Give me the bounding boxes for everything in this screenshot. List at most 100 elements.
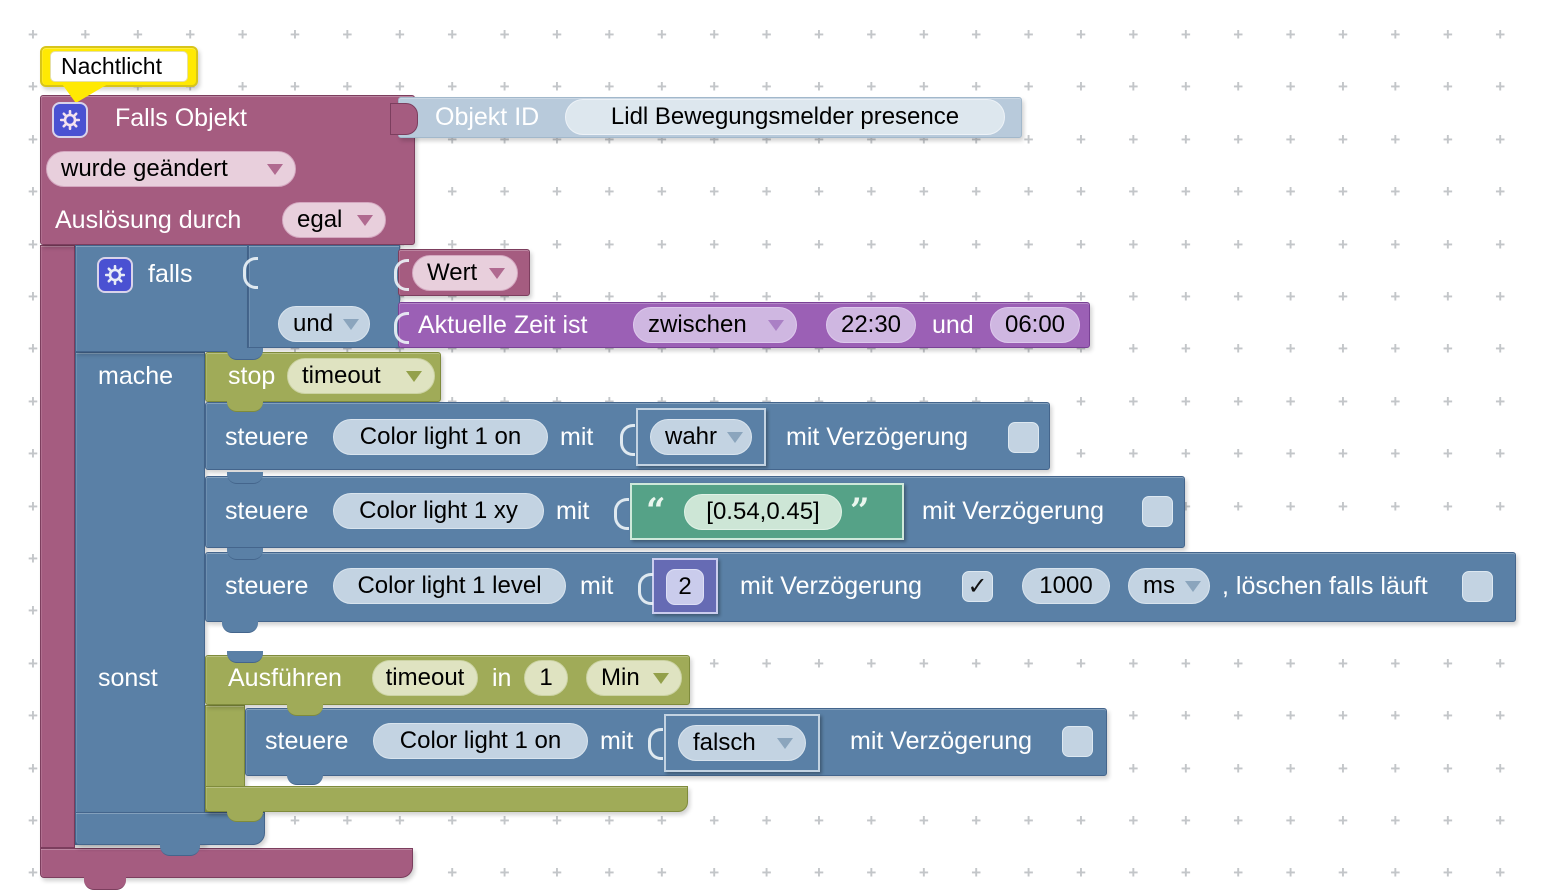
oid-value: Color light 1 xy [359,497,518,524]
delay-checkbox[interactable] [1062,726,1093,757]
control-verb-label: steuere [225,423,309,451]
object-id-label: Objekt ID [435,103,540,131]
trigger-block-title: Falls Objekt [115,104,247,132]
stop-label: stop [228,362,276,390]
bool-value-block[interactable]: falsch [664,714,820,772]
number-field[interactable]: 2 [666,569,704,605]
statement-connector [160,843,200,856]
statement-connector [227,548,263,560]
change-mode-value: wurde geändert [61,155,228,182]
exec-delay-value: 1 [539,664,553,691]
change-mode-dropdown[interactable]: wurde geändert [46,151,296,187]
gear-icon [105,265,125,285]
trigger-block-left-spine [40,245,75,848]
stop-name-value: timeout [302,362,381,389]
delay-label: mit Verzögerung [850,727,1033,755]
delay-label: mit Verzögerung [740,572,923,600]
with-label: mit [556,497,590,525]
statement-connector [222,620,258,633]
time-from-field[interactable]: 22:30 [826,307,916,343]
if-mutator-gear-icon[interactable] [97,257,133,293]
trigger-value: Wert [427,259,478,286]
bool-value-block[interactable]: wahr [636,408,766,466]
trigger-block-next-connector [84,876,126,890]
oid-value: Color light 1 level [357,572,542,599]
logic-op-value: und [293,310,334,337]
control-verb-label: steuere [225,497,309,525]
time-condition-label: Aktuelle Zeit ist [418,311,588,339]
delay-ms-value: 1000 [1039,572,1093,599]
with-label: mit [580,572,614,600]
chevron-down-icon [768,319,784,331]
exec-in-label: in [492,664,512,692]
bool-value: wahr [665,423,718,450]
string-field[interactable]: [0.54,0.45] [684,494,842,530]
with-label: mit [600,727,634,755]
statement-connector [227,348,263,360]
number-value-block[interactable]: 2 [652,558,718,614]
control-level-oid-field[interactable]: Color light 1 level [333,568,566,604]
delay-checkbox-checked[interactable]: ✓ [962,571,993,602]
trigger-mutator-gear-icon[interactable] [52,102,88,138]
input-socket [614,498,629,530]
time-mode-dropdown[interactable]: zwischen [633,307,797,343]
time-to-field[interactable]: 06:00 [990,307,1080,343]
comment-text-field[interactable]: Nachtlicht [50,51,188,82]
exec-unit-dropdown[interactable]: Min [586,660,682,696]
delay-label: mit Verzögerung [786,423,969,451]
exec-block-bottom-bar [205,786,688,812]
delay-checkbox[interactable] [1142,496,1173,527]
exec-unit-value: Min [601,664,640,691]
bool-dropdown[interactable]: falsch [678,725,806,761]
chevron-down-icon [653,672,669,684]
delay-unit-dropdown[interactable]: ms [1128,568,1210,604]
chevron-down-icon [267,163,283,175]
time-and-label: und [932,311,974,339]
clear-running-checkbox[interactable] [1462,571,1493,602]
delay-ms-field[interactable]: 1000 [1022,568,1110,604]
string-value-block[interactable]: “ [0.54,0.45] ” [630,483,904,540]
delay-checkbox[interactable] [1008,422,1039,453]
time-mode-value: zwischen [648,311,747,338]
value-connector-tab [390,103,418,135]
do-label: mache [98,362,174,390]
exec-name-field[interactable]: timeout [372,660,478,696]
input-socket [394,259,409,291]
chevron-down-icon [406,370,422,382]
control-xy-oid-field[interactable]: Color light 1 xy [333,493,544,529]
delay-unit-value: ms [1143,572,1175,599]
check-icon: ✓ [967,573,988,600]
trigger-block-bottom-bar [40,848,413,878]
trigger-by-dropdown[interactable]: egal [282,202,386,238]
chevron-down-icon [1185,580,1201,592]
statement-connector [227,472,263,484]
logic-op-dropdown[interactable]: und [278,306,370,342]
close-quote-icon: ” [850,491,870,531]
chevron-down-icon [357,214,373,226]
control-on-oid-field[interactable]: Color light 1 on [333,419,548,455]
statement-connector [227,810,263,822]
time-to-value: 06:00 [1004,311,1066,338]
oid-value: Color light 1 on [359,423,522,450]
statement-connector [287,774,323,785]
open-quote-icon: “ [646,491,666,531]
trigger-value-dropdown[interactable]: Wert [412,255,518,291]
stop-name-dropdown[interactable]: timeout [287,358,435,394]
control-off-oid-field[interactable]: Color light 1 on [373,723,588,759]
object-id-field[interactable]: Lidl Bewegungsmelder presence [565,99,1005,135]
number-value: 2 [678,573,692,600]
object-id-value: Lidl Bewegungsmelder presence [610,103,960,130]
bool-value: falsch [693,729,756,756]
statement-connector [287,704,323,716]
exec-delay-field[interactable]: 1 [524,660,568,696]
chevron-down-icon [343,318,360,330]
else-label: sonst [98,664,158,692]
control-verb-label: steuere [265,727,349,755]
chevron-down-icon [489,267,505,279]
with-label: mit [560,423,594,451]
trigger-by-value: egal [297,206,343,233]
string-value: [0.54,0.45] [706,498,820,525]
if-block-left-column [75,352,205,845]
bool-dropdown[interactable]: wahr [650,419,752,455]
